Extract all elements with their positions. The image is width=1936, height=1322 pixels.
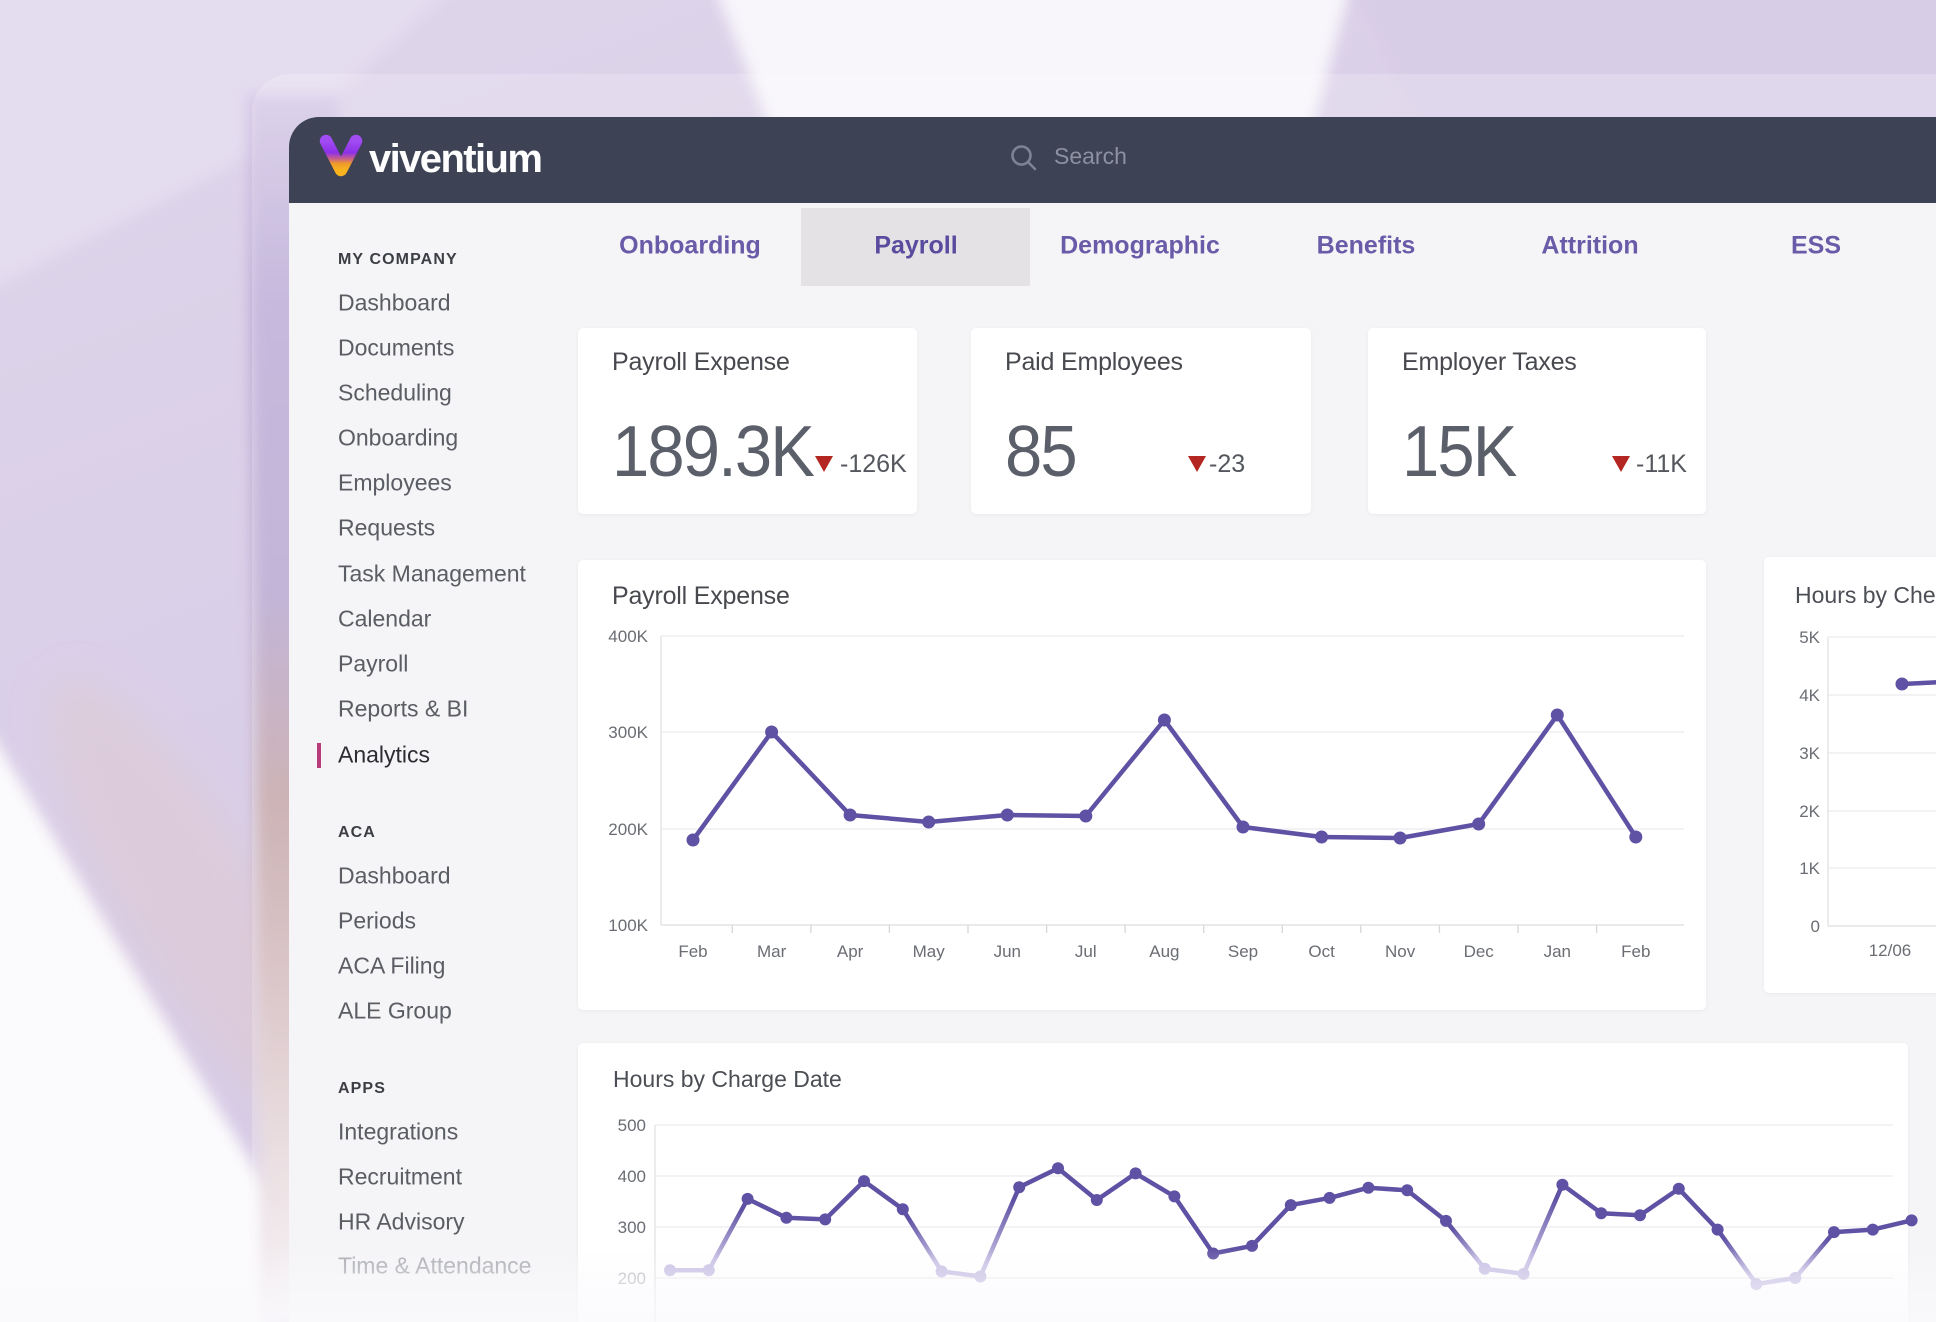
svg-text:300K: 300K [608, 723, 648, 742]
svg-text:5K: 5K [1799, 628, 1820, 647]
svg-text:200K: 200K [608, 820, 648, 839]
svg-text:400: 400 [618, 1167, 646, 1186]
svg-text:May: May [913, 942, 946, 961]
svg-text:Feb: Feb [1621, 942, 1650, 961]
svg-text:Oct: Oct [1308, 942, 1335, 961]
svg-text:3K: 3K [1799, 744, 1820, 763]
svg-text:1K: 1K [1799, 859, 1820, 878]
svg-text:Jan: Jan [1544, 942, 1571, 961]
svg-text:Jul: Jul [1075, 942, 1097, 961]
svg-text:300: 300 [618, 1218, 646, 1237]
svg-text:Sep: Sep [1228, 942, 1258, 961]
svg-text:12/06: 12/06 [1869, 941, 1912, 960]
svg-text:Mar: Mar [757, 942, 787, 961]
svg-text:Nov: Nov [1385, 942, 1416, 961]
svg-text:2K: 2K [1799, 802, 1820, 821]
svg-text:Aug: Aug [1149, 942, 1179, 961]
svg-text:Dec: Dec [1464, 942, 1495, 961]
svg-text:4K: 4K [1799, 686, 1820, 705]
svg-text:Apr: Apr [837, 942, 864, 961]
svg-text:Feb: Feb [678, 942, 707, 961]
svg-text:500: 500 [618, 1116, 646, 1135]
svg-text:100K: 100K [608, 916, 648, 935]
svg-text:400K: 400K [608, 627, 648, 646]
svg-text:Jun: Jun [994, 942, 1021, 961]
svg-text:0: 0 [1811, 917, 1820, 936]
